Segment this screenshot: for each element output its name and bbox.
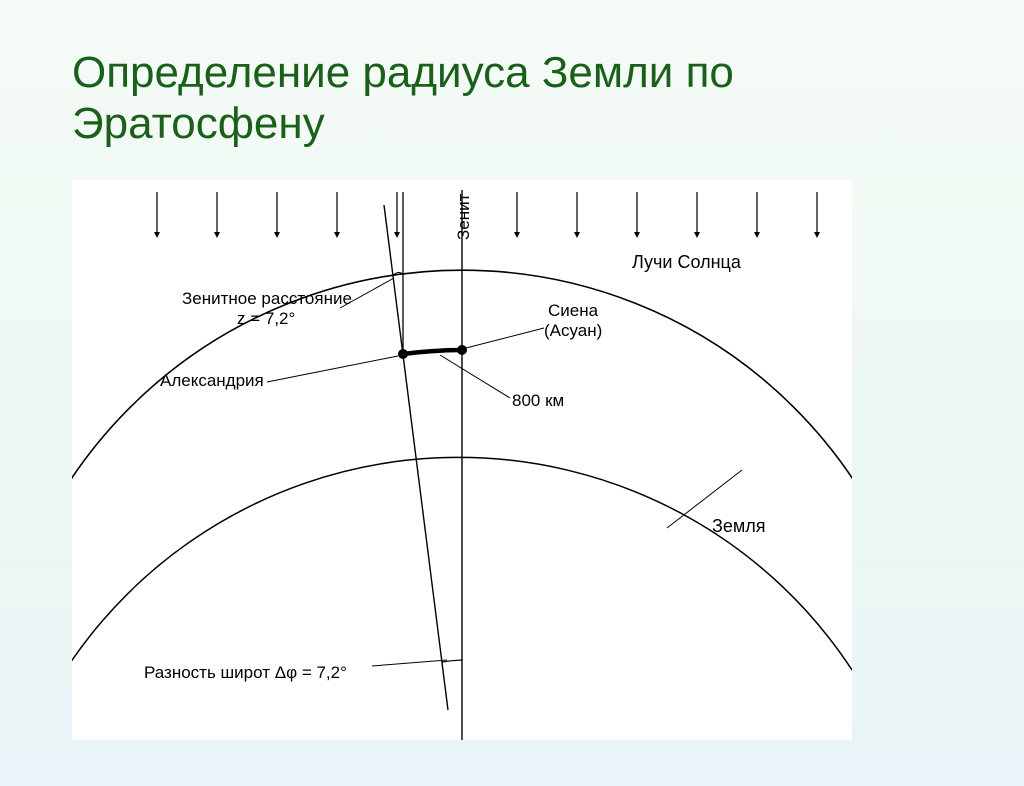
- leader-distance: [440, 355, 510, 398]
- label-zenith: Зенит: [454, 193, 473, 240]
- label-syene-1: Сиена: [548, 301, 599, 320]
- title-line-1: Определение радиуса Земли по: [72, 48, 734, 97]
- label-earth: Земля: [712, 516, 766, 536]
- label-lat-diff: Разность широт Δφ = 7,2°: [144, 663, 347, 682]
- title-line-2: Эратосфену: [72, 99, 325, 148]
- dot-syene: [457, 345, 467, 355]
- label-alexandria: Александрия: [160, 371, 264, 390]
- label-distance: 800 км: [512, 391, 564, 410]
- label-syene-2: (Асуан): [544, 321, 602, 340]
- zenith-angle-arc: [398, 283, 403, 285]
- sun-rays: [157, 192, 817, 235]
- label-zenith-distance-1: Зенитное расстояние: [182, 289, 352, 308]
- eratosthenes-diagram: Лучи Солнца Зенит: [72, 180, 852, 740]
- arc-distance-800km: [403, 350, 462, 354]
- dot-alexandria: [398, 349, 408, 359]
- lat-diff-leader: [372, 660, 447, 666]
- slide-title: Определение радиуса Земли по Эратосфену: [72, 48, 734, 149]
- label-sun-rays: Лучи Солнца: [632, 252, 742, 272]
- leader-syene: [466, 328, 544, 348]
- diagram-svg: Лучи Солнца Зенит: [72, 180, 852, 740]
- slide: Определение радиуса Земли по Эратосфену: [0, 0, 1024, 786]
- leader-alexandria: [267, 356, 398, 382]
- label-zenith-distance-2: z = 7,2°: [237, 309, 295, 328]
